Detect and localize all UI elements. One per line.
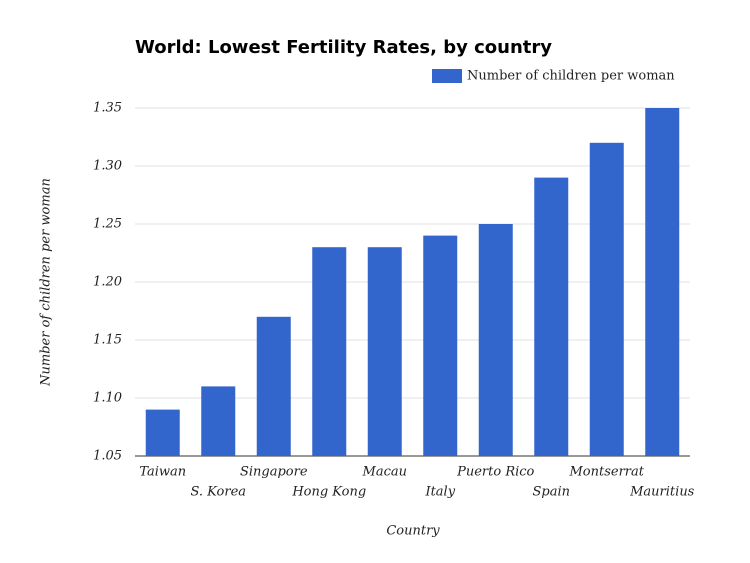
x-tick-label: Taiwan [139, 465, 186, 480]
x-tick-label: Puerto Rico [456, 465, 534, 480]
x-axis-label: Country [386, 524, 440, 539]
x-tick-label: Italy [424, 485, 455, 500]
bar [534, 177, 569, 456]
bar [645, 108, 680, 456]
bar [256, 316, 291, 456]
x-tick-label: Spain [532, 485, 570, 500]
y-tick-label: 1.15 [93, 333, 122, 348]
y-tick-label: 1.25 [93, 217, 122, 232]
x-tick-label: Macau [362, 465, 407, 480]
x-tick-label: Montserrat [568, 465, 644, 480]
y-tick-label: 1.20 [93, 275, 122, 290]
y-axis-label: Number of children per woman [39, 178, 54, 387]
legend-label: Number of children per woman [467, 69, 675, 84]
y-tick-label: 1.05 [93, 449, 122, 464]
bar [478, 224, 513, 456]
x-tick-label: Singapore [240, 465, 308, 480]
bar [423, 235, 458, 456]
x-tick-label: Mauritius [629, 485, 695, 500]
x-tick-label: S. Korea [190, 485, 246, 500]
bar [201, 386, 236, 456]
legend-swatch [432, 69, 462, 83]
chart-title: World: Lowest Fertility Rates, by countr… [135, 37, 552, 58]
y-tick-label: 1.35 [93, 101, 122, 116]
y-tick-label: 1.30 [93, 159, 122, 174]
bar [145, 409, 180, 456]
bar [312, 247, 347, 456]
y-tick-label: 1.10 [93, 391, 122, 406]
bar [367, 247, 402, 456]
bar [589, 142, 624, 457]
x-tick-label: Hong Kong [291, 485, 366, 500]
